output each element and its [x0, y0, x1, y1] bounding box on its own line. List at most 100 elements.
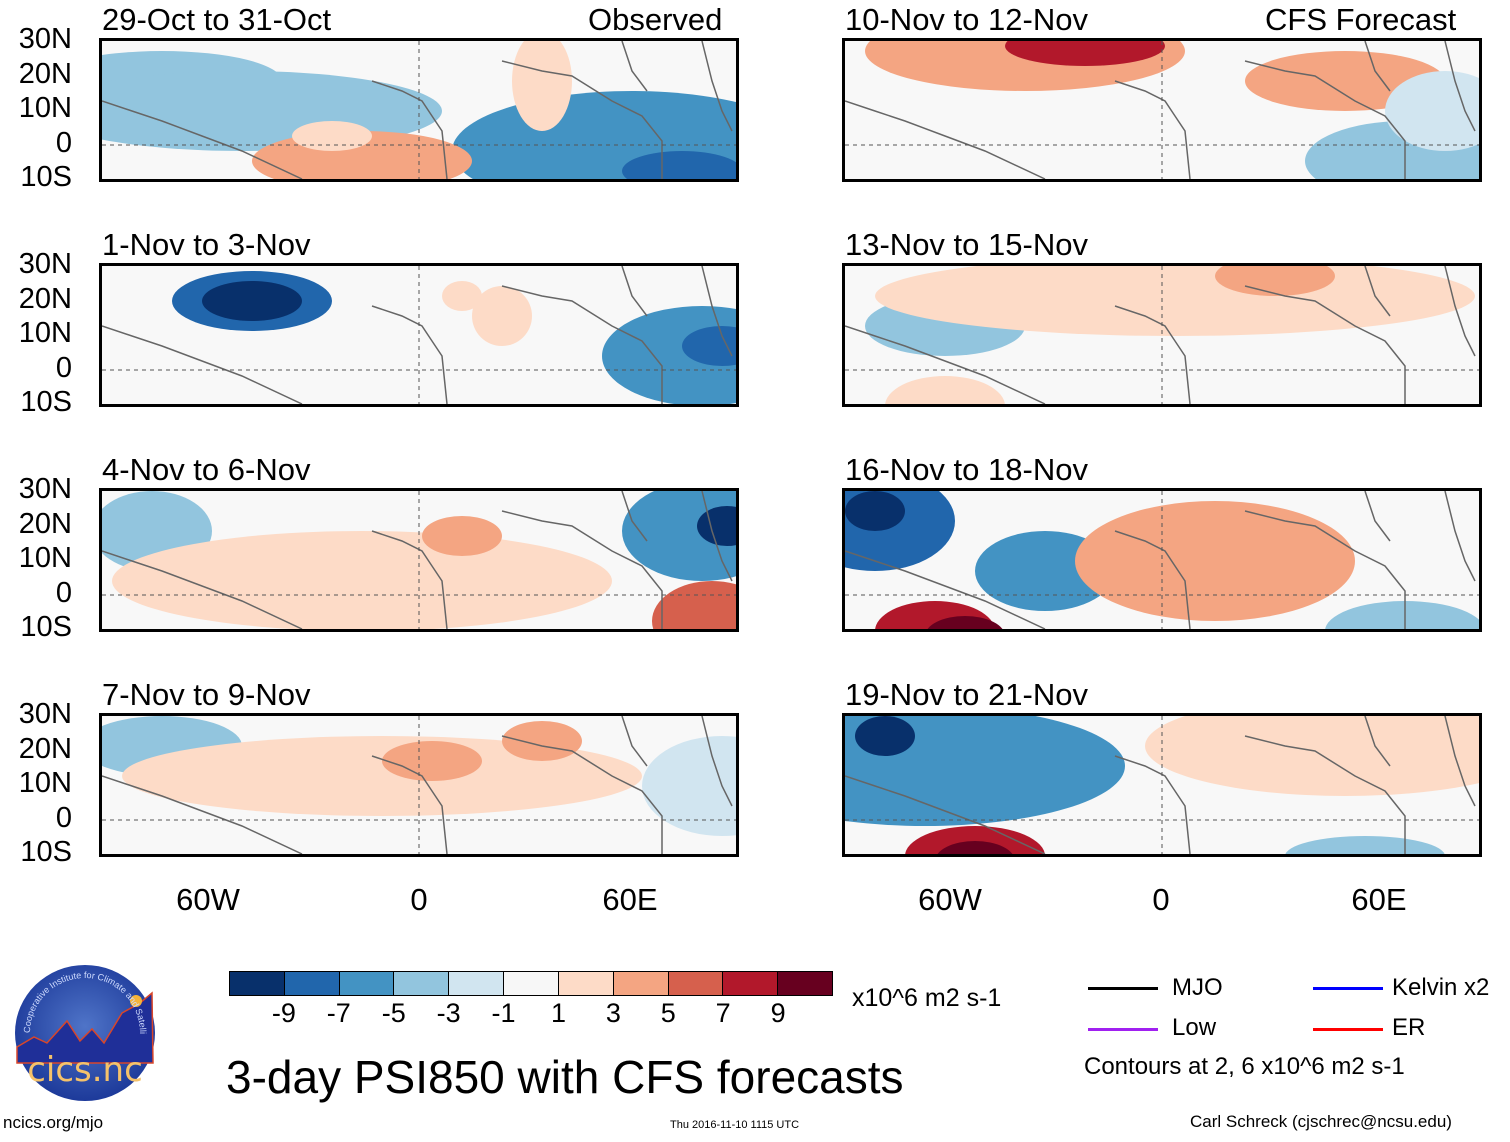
- panel-title-6: 13-Nov to 15-Nov: [845, 227, 1088, 262]
- map-panel-3: [99, 488, 739, 632]
- coastlines: [102, 41, 733, 179]
- legend-low: Low: [1172, 1014, 1217, 1041]
- x-tick-left-60w: 60W: [176, 882, 240, 917]
- observed-label: Observed: [588, 2, 723, 37]
- y-tick-label: 10N: [18, 542, 72, 574]
- legend-line-er: [1313, 1028, 1383, 1031]
- anomaly-region: [112, 531, 612, 629]
- anomaly-region: [1075, 501, 1355, 621]
- anomaly-region: [697, 506, 736, 546]
- map-field: [845, 41, 1479, 179]
- map-panel-7: [842, 488, 1482, 632]
- map-panel-6: [842, 263, 1482, 407]
- y-tick-label: 30N: [18, 23, 72, 55]
- contour-note: Contours at 2, 6 x10^6 m2 s-1: [1084, 1053, 1405, 1080]
- x-tick-left-0: 0: [410, 882, 428, 917]
- panel-title-5: 10-Nov to 12-Nov: [845, 2, 1088, 37]
- coastlines: [845, 491, 1476, 629]
- coastlines: [102, 491, 733, 629]
- panel-title-1: 29-Oct to 31-Oct: [102, 2, 332, 37]
- colorbar-tick-label: -9: [271, 998, 296, 1028]
- timestamp: Thu 2016-11-10 1115 UTC: [670, 1119, 800, 1131]
- anomaly-region: [382, 741, 482, 781]
- panel-title-8: 19-Nov to 21-Nov: [845, 677, 1088, 712]
- colorbar-swatch: [339, 972, 395, 995]
- colorbar-tick-label: -1: [491, 998, 516, 1028]
- anomaly-region: [1215, 266, 1335, 296]
- coastlines: [845, 41, 1476, 179]
- y-tick-label: 30N: [18, 248, 72, 280]
- colorbar-swatch: [723, 972, 779, 995]
- colorbar-swatch: [558, 972, 614, 995]
- map-panel-4: [99, 713, 739, 857]
- y-tick-label: 30N: [18, 698, 72, 730]
- colorbar-tick-label: 5: [660, 998, 676, 1028]
- anomaly-region: [885, 376, 1005, 404]
- panel-title-4: 7-Nov to 9-Nov: [102, 677, 311, 712]
- colorbar: [229, 971, 833, 996]
- map-field: [845, 266, 1479, 404]
- y-tick-label: 10S: [20, 386, 72, 418]
- map-field: [102, 266, 736, 404]
- colorbar-swatch: [668, 972, 724, 995]
- anomaly-region: [845, 716, 1125, 826]
- anomaly-region: [937, 841, 1013, 854]
- anomaly-region: [122, 736, 642, 816]
- x-tick-left-60e: 60E: [602, 882, 658, 917]
- y-tick-label: 0: [55, 351, 72, 384]
- anomaly-region: [442, 281, 482, 311]
- panel-title-2: 1-Nov to 3-Nov: [102, 227, 311, 262]
- colorbar-tick-label: -3: [436, 998, 461, 1028]
- map-field: [102, 41, 736, 179]
- colorbar-swatch: [504, 972, 559, 995]
- map-field: [845, 716, 1479, 854]
- colorbar-tick-label: 7: [715, 998, 731, 1028]
- colorbar-units: x10^6 m2 s-1: [852, 984, 1002, 1012]
- legend-er: ER: [1392, 1014, 1426, 1041]
- colorbar-swatch: [778, 972, 832, 995]
- y-tick-label: 10N: [18, 317, 72, 349]
- map-field: [102, 716, 736, 854]
- anomaly-region: [422, 516, 502, 556]
- anomaly-region: [1145, 716, 1479, 796]
- anomaly-region: [845, 491, 905, 531]
- anomaly-region: [502, 721, 582, 761]
- anomaly-region: [512, 41, 572, 131]
- map-panel-1: [99, 38, 739, 182]
- anomaly-region: [292, 121, 372, 151]
- coastlines: [102, 716, 733, 854]
- y-tick-label: 0: [55, 126, 72, 159]
- x-tick-right-0: 0: [1152, 882, 1170, 917]
- cfs-forecast-label: CFS Forecast: [1265, 2, 1457, 37]
- colorbar-tick-label: 3: [605, 998, 621, 1028]
- y-tick-label: 10S: [20, 611, 72, 643]
- colorbar-tick-label: 9: [770, 998, 786, 1028]
- colorbar-tick-label: -5: [381, 998, 406, 1028]
- anomaly-region: [1285, 836, 1445, 854]
- y-tick-label: 20N: [18, 507, 72, 540]
- cics-logo: Cooperative Institute for Climate and Sa…: [9, 955, 158, 1103]
- y-tick-label: 10S: [20, 161, 72, 193]
- legend-kelvin: Kelvin x2: [1392, 974, 1490, 1001]
- colorbar-swatch: [613, 972, 669, 995]
- map-panel-8: [842, 713, 1482, 857]
- panel-title-3: 4-Nov to 6-Nov: [102, 452, 311, 487]
- map-panel-5: [842, 38, 1482, 182]
- y-tick-label: 10N: [18, 767, 72, 799]
- anomaly-region: [1005, 41, 1165, 66]
- x-tick-right-60w: 60W: [918, 882, 982, 917]
- site-url: ncics.org/mjo: [3, 1113, 104, 1132]
- legend-line-mjo: [1088, 987, 1158, 990]
- y-tick-label: 10S: [20, 836, 72, 868]
- legend-line-kelvin: [1313, 987, 1383, 990]
- y-tick-label: 10N: [18, 92, 72, 124]
- x-tick-right-60e: 60E: [1351, 882, 1407, 917]
- y-tick-label: 0: [55, 576, 72, 609]
- y-tick-label: 20N: [18, 282, 72, 315]
- anomaly-region: [1385, 71, 1479, 151]
- anomaly-region: [622, 151, 736, 179]
- anomaly-region: [905, 826, 1045, 854]
- colorbar-swatch: [394, 972, 450, 995]
- colorbar-swatch: [449, 972, 505, 995]
- main-title: 3-day PSI850 with CFS forecasts: [226, 1051, 904, 1103]
